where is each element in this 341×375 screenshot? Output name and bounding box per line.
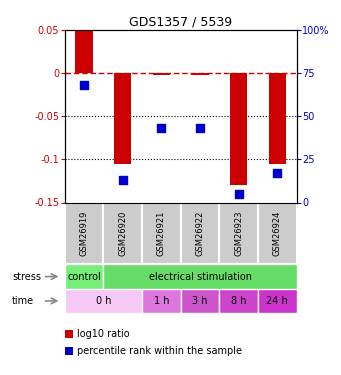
Text: stress: stress bbox=[12, 272, 41, 282]
Bar bbox=[75, 30, 93, 73]
Bar bbox=[103, 202, 142, 264]
Bar bbox=[142, 202, 181, 264]
Bar bbox=[219, 289, 258, 313]
Text: 24 h: 24 h bbox=[266, 296, 288, 306]
Bar bbox=[114, 73, 131, 164]
Text: percentile rank within the sample: percentile rank within the sample bbox=[77, 346, 242, 355]
Text: electrical stimulation: electrical stimulation bbox=[149, 272, 252, 282]
Bar bbox=[65, 202, 103, 264]
Text: 8 h: 8 h bbox=[231, 296, 247, 306]
Point bbox=[197, 125, 203, 131]
Text: log10 ratio: log10 ratio bbox=[77, 329, 129, 339]
Bar bbox=[142, 289, 181, 313]
Point bbox=[81, 82, 87, 88]
Text: time: time bbox=[12, 296, 34, 306]
Bar bbox=[181, 202, 219, 264]
Bar bbox=[65, 264, 103, 289]
Text: control: control bbox=[67, 272, 101, 282]
Text: GSM26923: GSM26923 bbox=[234, 211, 243, 256]
Text: GSM26920: GSM26920 bbox=[118, 211, 127, 256]
Point bbox=[236, 191, 241, 197]
Text: GSM26921: GSM26921 bbox=[157, 211, 166, 256]
Text: 3 h: 3 h bbox=[192, 296, 208, 306]
Bar bbox=[65, 289, 142, 313]
Text: GSM26919: GSM26919 bbox=[79, 211, 89, 256]
Bar bbox=[219, 202, 258, 264]
Text: 1 h: 1 h bbox=[154, 296, 169, 306]
Bar bbox=[103, 264, 297, 289]
Title: GDS1357 / 5539: GDS1357 / 5539 bbox=[129, 16, 232, 29]
Bar bbox=[269, 73, 286, 164]
Bar bbox=[258, 202, 297, 264]
Bar bbox=[258, 289, 297, 313]
Bar bbox=[191, 73, 209, 75]
Point bbox=[120, 177, 125, 183]
Bar bbox=[181, 289, 219, 313]
Text: 0 h: 0 h bbox=[96, 296, 111, 306]
Bar bbox=[153, 73, 170, 75]
Text: GSM26924: GSM26924 bbox=[273, 211, 282, 256]
Text: GSM26922: GSM26922 bbox=[195, 211, 205, 256]
Bar bbox=[230, 73, 247, 185]
Point bbox=[275, 170, 280, 176]
Point bbox=[159, 125, 164, 131]
